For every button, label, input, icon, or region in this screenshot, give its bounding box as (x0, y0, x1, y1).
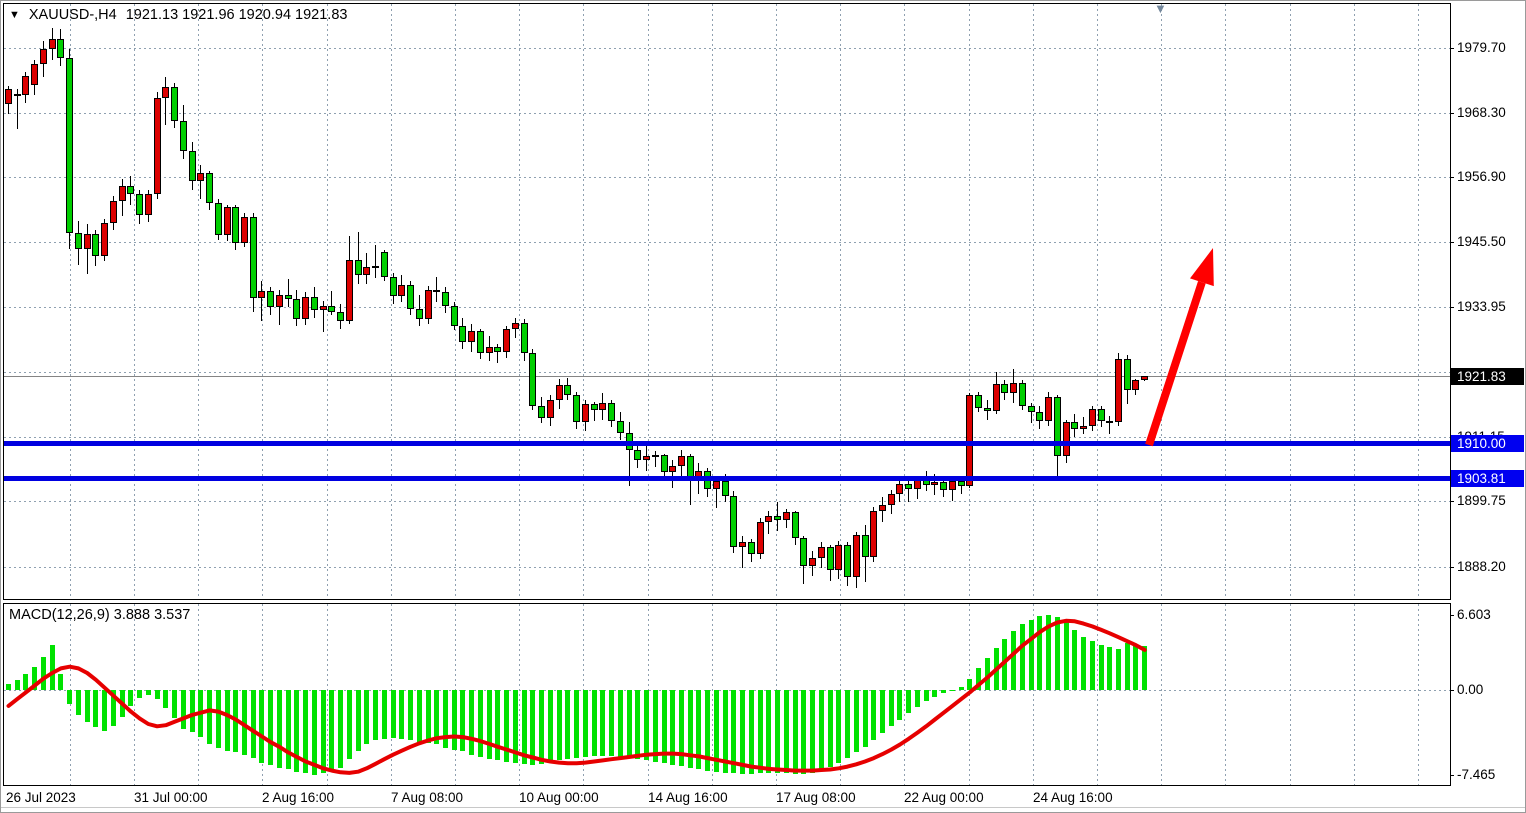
date-label: 14 Aug 16:00 (648, 790, 728, 805)
date-label: 2 Aug 16:00 (262, 790, 335, 805)
date-label: 7 Aug 08:00 (391, 790, 464, 805)
price-tick-label: 1945.50 (1457, 233, 1506, 249)
macd-tick-label: 0.00 (1457, 682, 1484, 697)
bottom-hairline (1, 807, 1525, 808)
macd-indicator-label: MACD(12,26,9) 3.888 3.537 (9, 607, 191, 623)
date-label: 17 Aug 08:00 (776, 790, 856, 805)
macd-indicator-pane[interactable] (3, 603, 1451, 786)
price-tick-label: 1888.20 (1457, 558, 1506, 574)
date-label: 26 Jul 2023 (6, 790, 76, 805)
time-separator-marker-icon: ▼ (1154, 1, 1167, 16)
symbol-period-label: XAUUSD-,H4 (28, 7, 117, 23)
macd-tick-label: -7.465 (1457, 766, 1496, 782)
symbol-marker-icon: ▼ (9, 9, 20, 21)
date-label: 31 Jul 00:00 (134, 790, 208, 805)
date-label: 24 Aug 16:00 (1033, 790, 1113, 805)
price-badge-1903.81: 1903.81 (1451, 469, 1524, 487)
price-tick-label: 1956.90 (1457, 169, 1506, 185)
price-chart-pane[interactable] (3, 3, 1451, 600)
price-tick-label: 1899.75 (1457, 493, 1506, 509)
ohlc-values: 1921.13 1921.96 1920.94 1921.83 (125, 7, 348, 23)
date-label: 22 Aug 00:00 (904, 790, 984, 805)
price-tick-label: 1933.95 (1457, 299, 1506, 315)
price-tick-label: 1911.15 (1457, 428, 1505, 444)
date-label: 10 Aug 00:00 (519, 790, 599, 805)
price-badge-1921.83: 1921.83 (1451, 367, 1524, 385)
macd-tick-label: 6.603 (1457, 607, 1491, 623)
price-tick-label: 1968.30 (1457, 104, 1506, 120)
price-tick-label: 1979.70 (1457, 40, 1506, 55)
price-badge-1910.00: 1910.00 (1451, 434, 1524, 452)
chart-title: ▼ XAUUSD-,H4 1921.13 1921.96 1920.94 192… (9, 7, 347, 23)
